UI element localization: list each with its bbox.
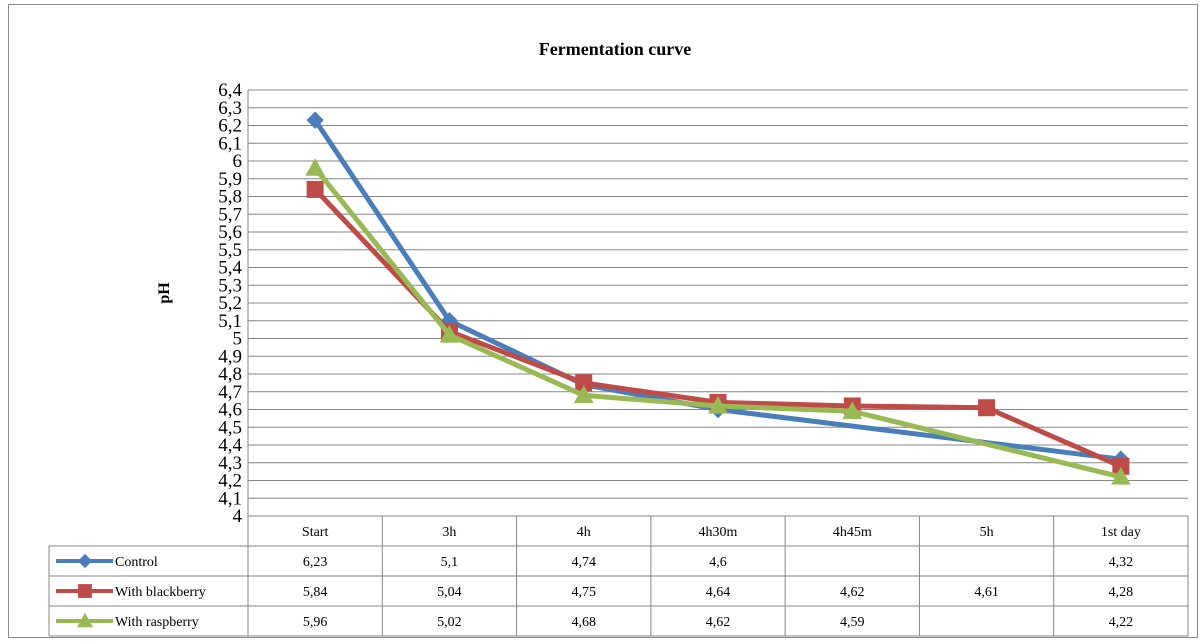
- data-point: [305, 158, 325, 176]
- data-point: [306, 111, 324, 129]
- data-table-cell: 5,1: [441, 555, 459, 570]
- chart-title: Fermentation curve: [539, 39, 691, 59]
- y-tick-label: 6,3: [218, 98, 242, 119]
- legend-key-marker: [78, 584, 92, 598]
- y-tick-label: 5,7: [218, 204, 242, 225]
- y-tick-label: 4,8: [218, 364, 242, 385]
- series-with-blackberry: [306, 180, 1130, 475]
- x-tick-label: 1st day: [1101, 525, 1141, 540]
- y-tick-label: 4,7: [218, 382, 242, 403]
- legend-entry: With raspberry: [115, 615, 199, 630]
- data-table-cell: 4,28: [1109, 585, 1134, 600]
- y-tick-label: 4,6: [218, 400, 242, 421]
- data-table-cell: 5,96: [303, 615, 328, 630]
- x-tick-label: 3h: [442, 525, 456, 540]
- x-tick-label: 4h45m: [833, 525, 872, 540]
- grid-lines: [247, 89, 1188, 517]
- series-line: [312, 165, 1124, 480]
- y-tick-label: 5,4: [218, 258, 242, 279]
- data-table-cell: 5,02: [437, 615, 462, 630]
- data-table-cell: 4,64: [706, 585, 731, 600]
- legend-entry: Control: [115, 555, 158, 570]
- data-point: [573, 385, 594, 403]
- y-tick-label: 6,4: [218, 80, 242, 101]
- data-table: Start 3h 4h 4h30m 4h45m 5h 1st day Control 6,23 5…: [48, 515, 1189, 637]
- y-tick-label: 5,8: [218, 187, 242, 208]
- data-table-cell: 4,32: [1109, 555, 1134, 570]
- data-table-cell: 5,04: [437, 585, 462, 600]
- data-point: [306, 180, 324, 198]
- data-table-cell: 4,62: [840, 585, 865, 600]
- y-tick-label: 5,6: [218, 222, 242, 243]
- data-table-cell: 6,23: [303, 555, 328, 570]
- y-tick-label: 4,3: [218, 453, 242, 474]
- y-tick-label: 5,5: [218, 240, 242, 261]
- data-table-cell: 4,59: [840, 615, 865, 630]
- x-tick-label: 4h: [577, 525, 591, 540]
- x-tick-label: Start: [302, 525, 329, 540]
- data-table-cell: 4,75: [571, 585, 596, 600]
- data-table-cell: 4,6: [709, 555, 727, 570]
- series-line: [312, 186, 1124, 469]
- data-table-cell: 4,74: [571, 555, 596, 570]
- data-table-cell: 4,22: [1109, 615, 1134, 630]
- data-point: [978, 399, 996, 417]
- y-tick-label: 5,3: [218, 275, 242, 296]
- data-table-cell: 4,62: [706, 615, 731, 630]
- y-tick-label: 6,1: [218, 133, 242, 154]
- y-tick-label: 4,4: [218, 435, 242, 456]
- data-point: [842, 401, 863, 419]
- y-tick-labels: 44,14,24,34,44,54,64,74,84,955,15,25,35,…: [218, 80, 242, 527]
- data-table-cell: 4,61: [974, 585, 999, 600]
- x-tick-label: 5h: [980, 525, 994, 540]
- fermentation-chart: Fermentation curve pH 44,14,24,34,44,54,…: [48, 39, 1189, 637]
- legend-key-marker: [77, 553, 93, 569]
- data-table-cell: 4,68: [571, 615, 596, 630]
- y-tick-label: 4,9: [218, 346, 242, 367]
- y-tick-label: 4,2: [218, 471, 242, 492]
- legend-key-marker: [76, 612, 94, 628]
- y-tick-label: 6: [233, 151, 243, 172]
- y-tick-label: 4,5: [218, 417, 242, 438]
- x-tick-label: 4h30m: [699, 525, 738, 540]
- data-point: [439, 324, 460, 343]
- y-tick-label: 5,1: [218, 311, 242, 332]
- data-table-cell: 5,84: [303, 585, 328, 600]
- y-axis-label: pH: [156, 282, 173, 304]
- y-tick-label: 5,2: [218, 293, 242, 314]
- legend-entry: With blackberry: [115, 585, 206, 600]
- data-point: [1111, 466, 1131, 485]
- y-tick-label: 6,2: [218, 116, 242, 137]
- data-point: [708, 395, 728, 414]
- chart-frame: Fermentation curve pH 4 4,1 4,2 4,3 4,4 4,5 4,…: [8, 4, 1198, 638]
- y-tick-label: 4,1: [218, 488, 242, 509]
- y-tick-label: 5: [233, 329, 243, 350]
- y-tick-label: 5,9: [218, 169, 242, 190]
- series-with-raspberry: [305, 158, 1131, 485]
- y-tick-label: 4: [233, 506, 243, 527]
- series-lines: [305, 111, 1131, 485]
